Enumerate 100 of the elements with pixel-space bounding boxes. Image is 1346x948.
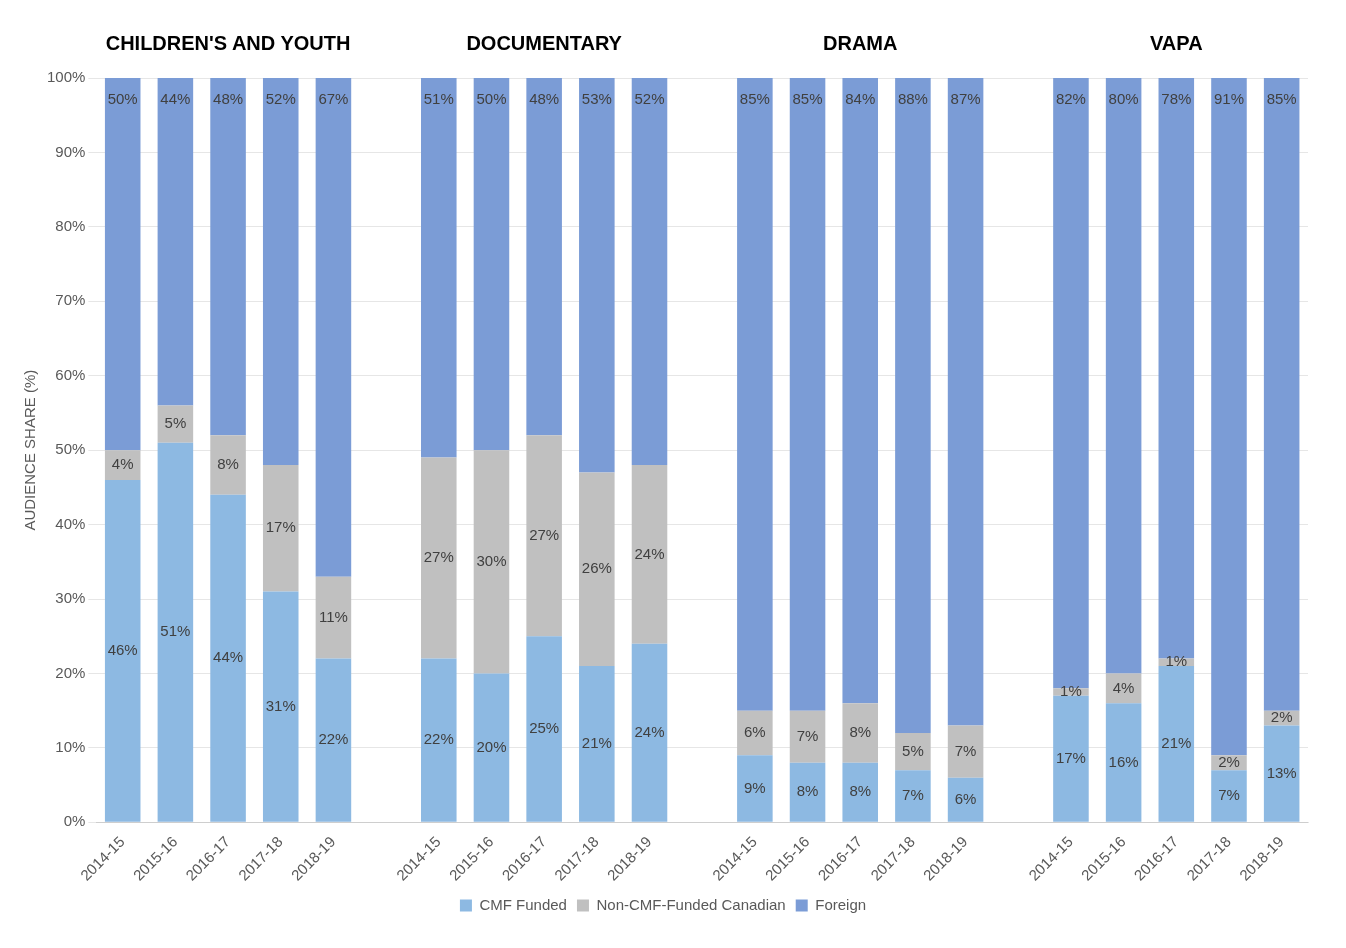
data-label: 84% <box>845 90 876 108</box>
data-label: 8% <box>849 782 872 800</box>
data-label: 17% <box>1055 748 1086 766</box>
data-label: 6% <box>744 723 766 741</box>
data-label: 20% <box>476 737 507 755</box>
data-label: 1% <box>1165 652 1188 670</box>
legend-label: Non-CMF-Funded Canadian <box>596 895 786 913</box>
data-label: 5% <box>902 741 924 759</box>
bar <box>947 725 984 778</box>
data-label: 85% <box>1266 90 1297 108</box>
bar <box>526 435 562 637</box>
bar <box>1105 78 1142 674</box>
data-label: 24% <box>634 544 665 562</box>
data-label: 52% <box>265 90 296 108</box>
bar <box>737 78 773 711</box>
bar <box>210 494 246 822</box>
data-label: 25% <box>529 719 560 737</box>
data-label: 30% <box>476 551 507 569</box>
y-tick-label: 40% <box>55 514 86 532</box>
bar <box>210 435 246 495</box>
bar <box>210 78 246 436</box>
text: VAPA <box>1150 31 1203 54</box>
data-label: 27% <box>423 548 454 566</box>
y-tick-label: 20% <box>55 663 86 681</box>
text: DRAMA <box>823 31 898 54</box>
bar <box>1263 725 1300 822</box>
bar <box>631 465 668 644</box>
bar <box>104 78 141 451</box>
data-label: 24% <box>634 722 665 740</box>
data-label: 7% <box>1218 786 1240 804</box>
bar <box>315 78 352 577</box>
data-label: 22% <box>318 730 349 748</box>
data-label: 52% <box>634 90 665 108</box>
data-label: 7% <box>902 786 924 804</box>
bar <box>473 673 510 822</box>
data-label: 8% <box>796 782 819 800</box>
bar <box>1211 770 1247 822</box>
data-label: 88% <box>897 90 928 108</box>
data-label: 16% <box>1108 752 1139 770</box>
bar <box>789 710 826 763</box>
bar <box>1105 703 1142 822</box>
y-tick-label: 10% <box>55 738 86 756</box>
data-label: 67% <box>318 90 349 108</box>
bar <box>421 78 457 458</box>
data-label: 7% <box>796 726 819 744</box>
data-label: 48% <box>529 90 560 108</box>
bar <box>895 733 931 771</box>
bar <box>842 78 878 704</box>
bar <box>1263 78 1300 711</box>
data-label: 6% <box>954 789 977 807</box>
bar <box>1211 78 1247 756</box>
text: DOCUMENTARY <box>466 31 623 54</box>
bar <box>473 450 510 674</box>
y-tick-label: 0% <box>63 812 86 830</box>
bar <box>895 78 931 734</box>
data-label: 8% <box>849 723 872 741</box>
bar <box>262 591 299 822</box>
data-label: 44% <box>160 90 191 108</box>
bar <box>579 472 615 667</box>
bar <box>104 479 141 822</box>
data-label: 91% <box>1213 90 1244 108</box>
bar <box>315 576 352 659</box>
bar <box>262 465 299 592</box>
bar <box>947 78 984 726</box>
data-label: 26% <box>581 559 612 577</box>
bar <box>737 755 773 822</box>
data-label: 51% <box>160 622 191 640</box>
text: CHILDREN'S AND YOUTH <box>105 31 351 54</box>
bar <box>842 703 878 763</box>
y-tick-label: 30% <box>55 589 86 607</box>
bar <box>579 666 615 822</box>
data-label: 1% <box>1060 682 1082 700</box>
data-label: 17% <box>265 518 296 536</box>
bar <box>631 78 668 466</box>
bar <box>157 78 194 406</box>
y-tick-label: 80% <box>55 217 86 235</box>
data-label: 2% <box>1218 752 1240 770</box>
data-label: 85% <box>739 90 770 108</box>
y-tick-label: 100% <box>46 68 86 86</box>
bar <box>473 78 510 451</box>
data-label: 4% <box>111 455 134 473</box>
data-label: 9% <box>744 778 766 796</box>
data-label: 87% <box>950 90 981 108</box>
data-label: 48% <box>213 90 244 108</box>
data-label: 85% <box>792 90 823 108</box>
bar <box>737 710 773 756</box>
bar <box>157 442 194 822</box>
data-label: 21% <box>1161 734 1192 752</box>
y-tick-label: 90% <box>55 142 86 160</box>
data-label: 5% <box>164 414 187 432</box>
data-label: 44% <box>213 648 244 666</box>
data-label: 13% <box>1266 763 1297 781</box>
y-axis-title: AUDIENCE SHARE (%) <box>21 369 39 531</box>
data-label: 53% <box>581 90 612 108</box>
data-label: 7% <box>954 741 977 759</box>
data-label: 80% <box>1108 90 1139 108</box>
data-label: 8% <box>217 455 239 473</box>
bar <box>315 658 352 822</box>
bar <box>789 78 826 711</box>
data-label: 50% <box>476 90 507 108</box>
